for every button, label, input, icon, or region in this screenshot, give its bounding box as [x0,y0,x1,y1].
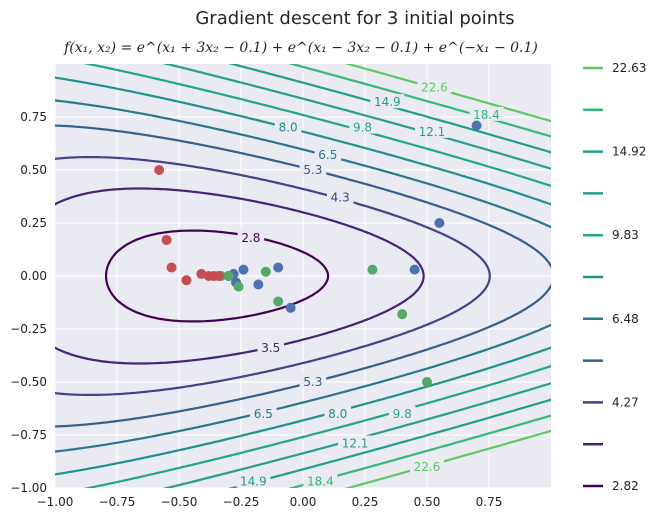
x-tick-label: −0.50 [161,495,198,509]
descent-point [233,281,244,292]
contour-label-bg [414,123,449,138]
y-tick-label: 0.50 [20,163,47,177]
contour-label-bg [236,473,271,488]
x-tick-label: 0.00 [290,495,317,509]
contour-label: 8.0 [328,407,347,421]
descent-point [273,262,284,273]
contour-label-bg [314,147,342,162]
descent-point [223,271,234,281]
contour-label: 5.3 [303,375,322,389]
contour-label: 9.8 [393,407,412,421]
contour-label: 2.8 [241,231,260,245]
contour-label-bg [326,189,354,204]
descent-point [181,275,192,286]
contour-label: 12.1 [419,125,446,139]
chart-title: Gradient descent for 3 initial points [195,8,514,29]
contour-label-bg [299,162,327,176]
contour-label-bg [299,374,327,388]
descent-point [154,165,165,175]
x-axis-ticks: −1.00 −0.75 −0.50 −0.25 0.00 0.25 0.50 0.75 [37,495,503,509]
contour-label-bg [274,119,302,134]
colorbar-tick-label: 6.48 [612,312,639,326]
y-tick-label: −0.50 [10,375,47,389]
y-axis-ticks: −1.00 −0.75 −0.50 −0.25 0.00 0.25 0.50 0.75 [10,110,47,495]
contour-label: 12.1 [342,436,369,450]
descent-point [213,271,224,281]
colorbar-tick-label: 14.92 [612,145,646,159]
colorbar-tick-label: 2.82 [612,479,639,493]
descent-point [166,262,177,273]
descent-point [273,296,284,307]
contour-label: 6.5 [254,407,273,421]
contour-label-bg [324,405,351,420]
descent-point [367,264,378,275]
contour-label-bg [250,405,277,420]
contour-label-bg [349,119,376,134]
contour-line [55,99,551,453]
contour-label: 8.0 [279,121,298,135]
contour-line [55,156,491,396]
contour-label: 3.5 [261,341,280,355]
colorbar-tick-label: 9.83 [612,228,639,242]
colorbar-tick-label: 22.63 [612,61,646,75]
contour-label-bg [370,94,405,109]
contour-label: 14.9 [240,475,267,489]
contour-label-bg [237,229,265,244]
contour-label-bg [410,458,444,473]
descent-point [434,218,445,228]
contour-label-bg [469,106,504,121]
contour-label: 6.5 [318,148,337,162]
x-tick-label: −1.00 [37,495,74,509]
descent-point [260,266,271,277]
x-tick-label: 0.25 [352,495,379,509]
y-tick-label: 0.25 [20,216,47,230]
x-tick-label: −0.25 [223,495,260,509]
contour-labels: 2.83.54.35.35.36.56.58.08.09.89.812.112.… [236,79,504,489]
y-tick-label: 0.00 [20,269,47,283]
x-tick-label: −0.75 [99,495,136,509]
contour-label-bg [388,405,416,420]
descent-point [285,302,296,313]
descent-point [161,234,172,245]
contour-label-bg [338,435,373,450]
descent-point [409,264,420,275]
descent-point [397,309,408,320]
y-tick-label: −0.75 [10,428,47,442]
x-tick-label: 0.75 [476,495,503,509]
contour-label: 14.9 [374,95,401,109]
descent-points [154,120,482,387]
contour-label-bg [417,79,452,94]
contour-label: 22.6 [421,80,448,94]
colorbar: 2.82 4.27 6.48 9.83 14.92 22.63 [583,61,646,493]
contour-label: 5.3 [303,163,322,177]
contour-label: 9.8 [353,121,372,135]
x-tick-label: 0.50 [414,495,441,509]
contour-line [55,187,425,365]
descent-point [422,377,432,387]
y-tick-label: 0.75 [20,110,47,124]
y-tick-label: −0.25 [10,322,47,336]
descent-point [238,264,249,275]
contour-label: 18.4 [473,108,500,122]
colorbar-tick-label: 4.27 [612,395,639,409]
descent-point [471,120,482,131]
contour-label: 18.4 [307,475,334,489]
contour-label-bg [303,473,338,488]
contour-label: 4.3 [331,191,350,205]
y-tick-label: −1.00 [10,481,47,495]
chart-subtitle: f(x₁, x₂) = e^(x₁ + 3x₂ − 0.1) + e^(x₁ −… [63,40,538,56]
contour-label-bg [257,340,285,355]
contour-label: 22.6 [414,460,441,474]
descent-point [253,279,264,290]
